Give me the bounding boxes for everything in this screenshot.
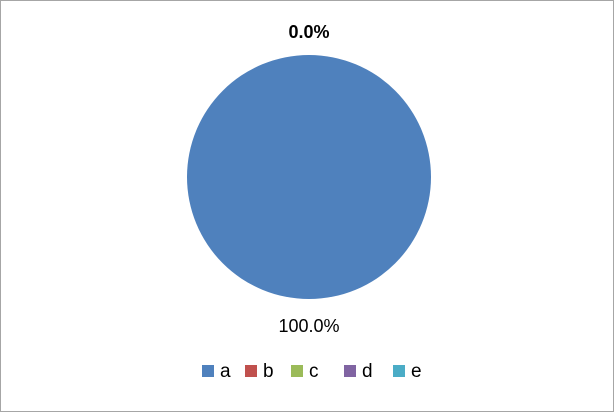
legend-swatch-a bbox=[202, 365, 214, 377]
pie-slice-a bbox=[187, 55, 431, 299]
legend-label-a: a bbox=[220, 361, 231, 382]
legend-label-d: d bbox=[362, 361, 373, 382]
legend: a b c d e bbox=[202, 361, 422, 382]
legend-swatch-e bbox=[393, 365, 405, 377]
data-label-slice-a: 100.0% bbox=[278, 316, 339, 336]
legend-swatch-c bbox=[291, 365, 303, 377]
legend-swatch-d bbox=[344, 365, 356, 377]
legend-label-b: b bbox=[263, 361, 274, 382]
legend-label-e: e bbox=[411, 361, 422, 382]
legend-swatch-b bbox=[245, 365, 257, 377]
pie-slices bbox=[187, 55, 431, 299]
data-label-zero-slices: 0.0% bbox=[288, 22, 329, 42]
legend-label-c: c bbox=[309, 361, 319, 382]
